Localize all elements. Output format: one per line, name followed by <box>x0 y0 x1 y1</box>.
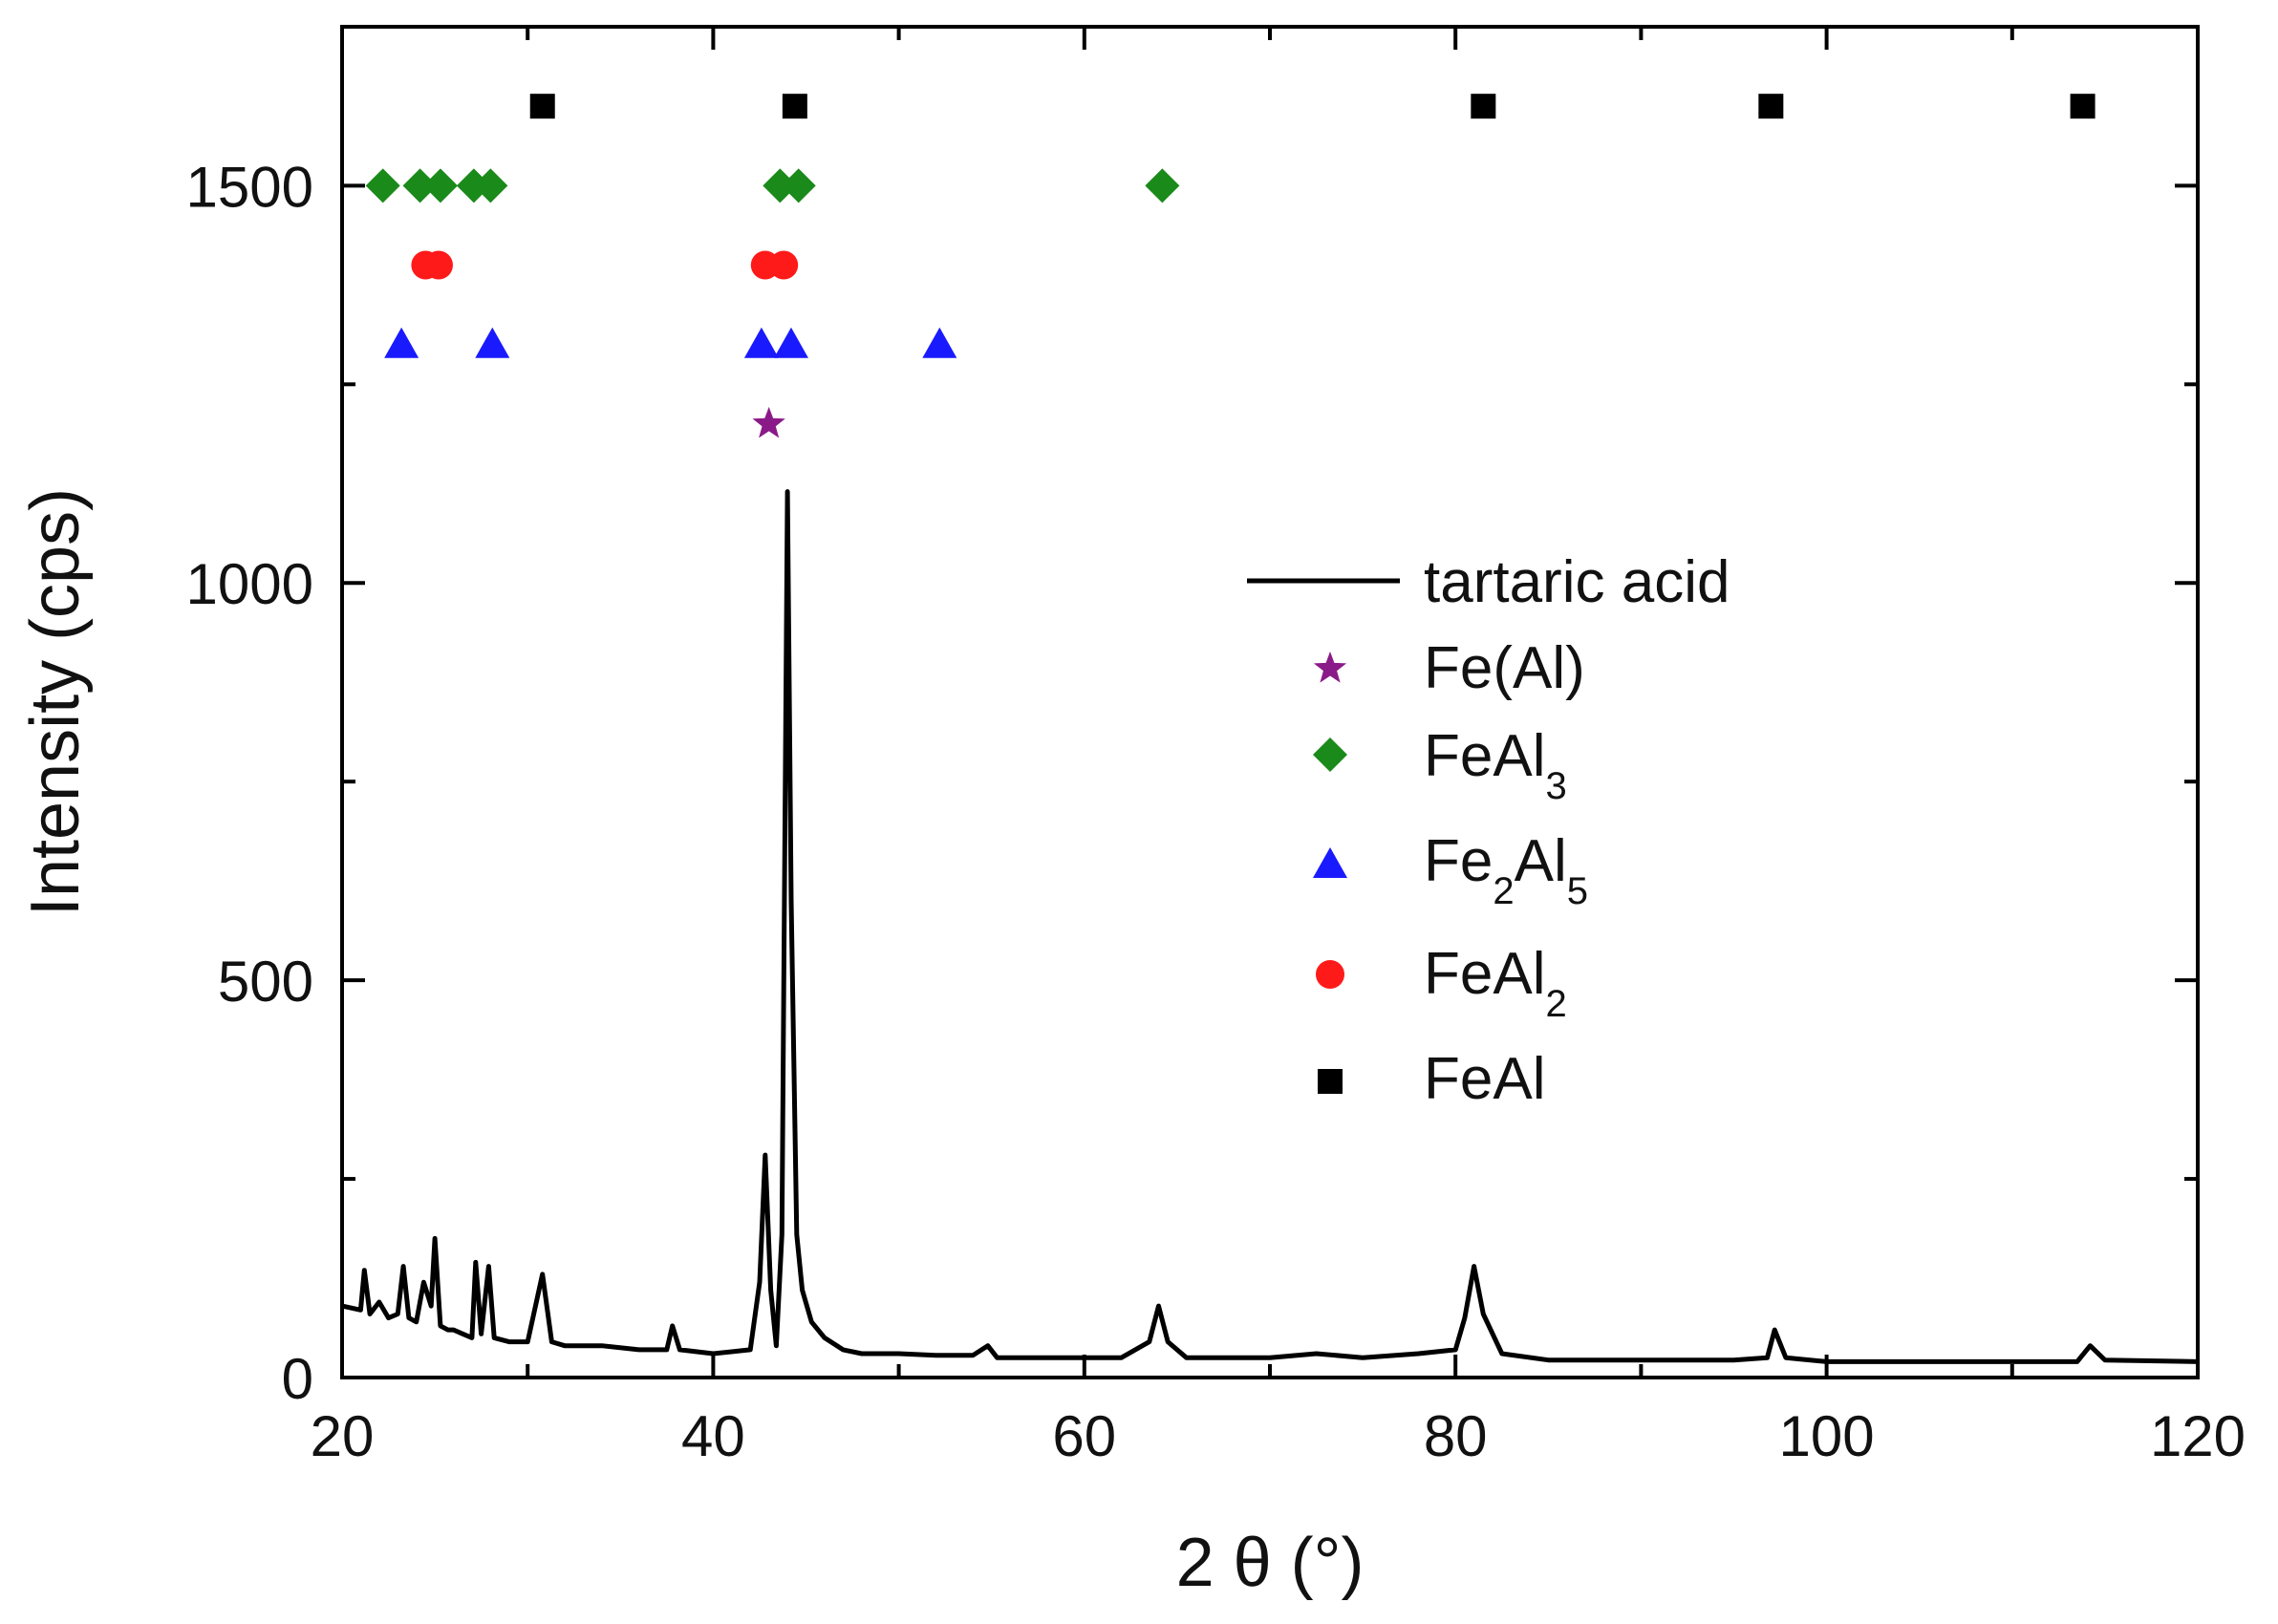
legend-label-feal2-sub: 2 <box>1545 983 1566 1025</box>
legend-label-feal2: FeAl2 <box>1424 941 1567 1025</box>
legend-label-feal3: FeAl3 <box>1424 723 1567 807</box>
legend-label-feal3-sub: 3 <box>1545 765 1566 807</box>
legend-swatch-feal3 <box>1313 737 1347 772</box>
marker-feal <box>1758 94 1784 119</box>
marker-feal3 <box>1145 168 1180 203</box>
x-tick-label: 100 <box>1779 1404 1875 1468</box>
legend-label-feal3-base: FeAl <box>1424 723 1545 789</box>
legend-swatch-feal2 <box>1316 960 1344 989</box>
phase-markers <box>365 94 2095 438</box>
plot-frame <box>340 25 2200 1379</box>
axis-ticks <box>340 27 2200 1379</box>
legend-label-fe2al5: Fe2Al5 <box>1424 828 1588 912</box>
y-tick-label: 500 <box>218 950 313 1014</box>
series-tartaric-acid <box>341 489 2199 1364</box>
marker-feal <box>529 94 555 119</box>
marker-feal3 <box>781 168 816 203</box>
marker-fe2al5 <box>384 327 419 358</box>
x-tick-label: 120 <box>2150 1404 2246 1468</box>
marker-feal <box>1471 94 1496 119</box>
marker-fe2al5 <box>743 327 779 358</box>
legend-label-fe2al5-al: Al <box>1515 828 1567 894</box>
legend-swatch-fe-al <box>1313 652 1347 683</box>
legend: tartaric acid Fe(Al) FeAl3 Fe2Al5 FeAl2 … <box>1247 549 1730 1112</box>
legend-label-fe2al5-sub2: 5 <box>1567 870 1588 912</box>
y-tick-label: 0 <box>282 1347 313 1411</box>
legend-marker-feal <box>1318 1069 1343 1094</box>
marker-feal3 <box>422 168 458 203</box>
marker-feal3 <box>365 168 400 203</box>
legend-marker-feal2 <box>1316 960 1344 989</box>
legend-swatch-fe2al5 <box>1313 847 1347 878</box>
marker-feal3 <box>402 168 438 203</box>
legend-swatch-feal <box>1318 1069 1343 1094</box>
legend-label-feal: FeAl <box>1424 1046 1545 1112</box>
marker-fe2al5 <box>773 327 808 358</box>
legend-label-feal2-base: FeAl <box>1424 941 1545 1007</box>
x-tick-label: 60 <box>1052 1404 1116 1468</box>
legend-label-fe-al: Fe(Al) <box>1424 635 1585 701</box>
marker-feal3 <box>473 168 508 203</box>
x-tick-label: 80 <box>1424 1404 1488 1468</box>
y-tick-labels: 0 500 1000 1500 <box>186 155 313 1411</box>
marker-fe2al5 <box>922 327 957 358</box>
legend-label-fe2al5-fe: Fe <box>1424 828 1493 894</box>
line-tartaric-acid <box>341 489 2199 1364</box>
y-tick-label: 1000 <box>186 552 313 616</box>
y-tick-label: 1500 <box>186 155 313 219</box>
marker-feal2 <box>769 250 799 280</box>
legend-label-tartaric-acid: tartaric acid <box>1424 549 1730 615</box>
marker-fe-al <box>752 406 785 438</box>
x-axis-title: 2 θ (°) <box>1176 1525 1365 1601</box>
marker-feal3 <box>763 168 798 203</box>
x-tick-labels: 20 40 60 80 100 120 <box>311 1404 2246 1468</box>
marker-feal2 <box>423 250 453 280</box>
y-axis-title: Intensity (cps) <box>17 488 94 916</box>
legend-marker-fe2al5 <box>1313 847 1347 878</box>
marker-fe2al5 <box>475 327 510 358</box>
legend-marker-feal3 <box>1313 737 1347 772</box>
x-tick-label: 20 <box>311 1404 375 1468</box>
x-tick-label: 40 <box>681 1404 745 1468</box>
marker-feal <box>782 94 807 119</box>
legend-label-fe2al5-sub1: 2 <box>1493 870 1514 912</box>
legend-marker-fe-al <box>1313 652 1347 683</box>
marker-feal <box>2070 94 2095 119</box>
